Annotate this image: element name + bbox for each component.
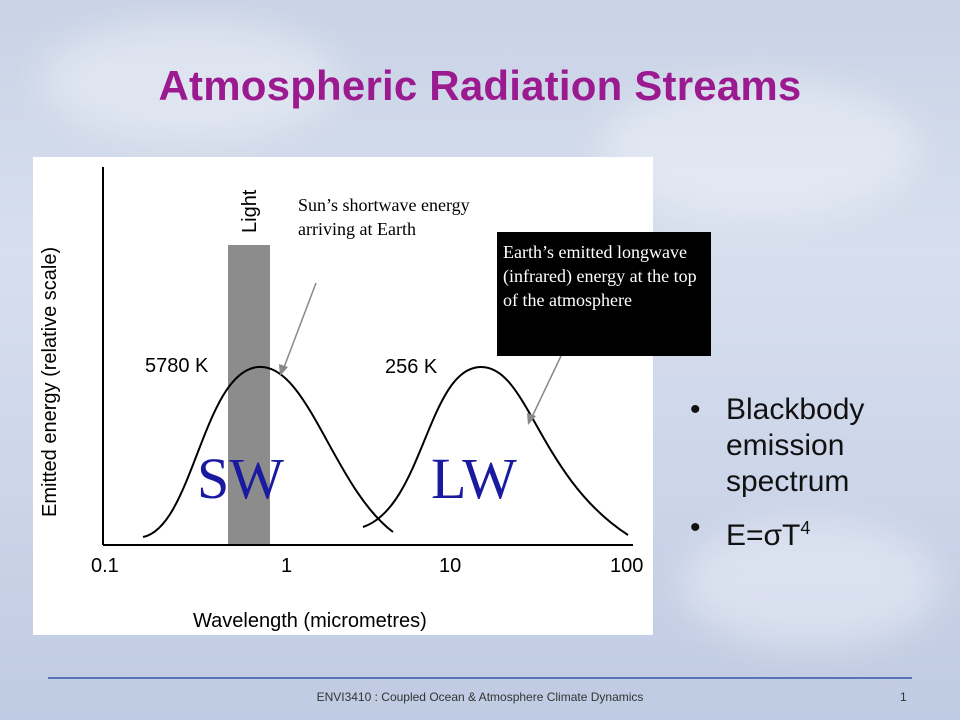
y-axis-label: Emitted energy (relative scale)	[39, 247, 61, 517]
equation-sigma: σ	[763, 519, 783, 552]
bullet-item: • E=σT4	[690, 510, 930, 554]
spectrum-diagram: Light Emitted energy (relative scale) 57…	[39, 167, 643, 632]
x-tick-label: 0.1	[91, 555, 119, 577]
bullet-dot-icon: •	[690, 511, 701, 544]
equation-t: T	[782, 519, 801, 552]
sun-temp-label: 5780 K	[145, 355, 209, 377]
x-tick-label: 1	[281, 555, 292, 577]
equation-exponent: 4	[800, 518, 811, 538]
bullet-item: • Blackbody emission spectrum	[690, 392, 930, 500]
earth-temp-label: 256 K	[385, 356, 438, 378]
light-band	[228, 245, 270, 545]
lw-label: LW	[431, 446, 517, 511]
bullet-dot-icon: •	[690, 393, 701, 426]
x-axis-label: Wavelength (micrometres)	[193, 610, 427, 632]
earth-emission-curve	[362, 365, 629, 536]
sun-annotation-arrow	[279, 282, 317, 376]
earth-annotation-arrow	[527, 355, 562, 425]
earth-longwave-annotation: Earth’s emitted longwave (infrared) ener…	[497, 232, 711, 356]
bullet-text: Blackbody emission spectrum	[726, 393, 865, 498]
light-band-label: Light	[239, 189, 261, 233]
footer-course-text: ENVI3410 : Coupled Ocean & Atmosphere Cl…	[316, 690, 644, 704]
x-tick-label: 10	[439, 555, 461, 577]
equation-prefix: E=	[726, 519, 764, 552]
sun-emission-curve	[142, 365, 394, 538]
sun-shortwave-annotation: Sun’s shortwave energy arriving at Earth	[298, 195, 470, 239]
page-number: 1	[900, 690, 907, 704]
x-tick-label: 100	[610, 555, 643, 577]
sw-label: SW	[197, 446, 284, 511]
footer-divider	[48, 677, 912, 679]
bullet-list: • Blackbody emission spectrum • E=σT4	[690, 392, 930, 564]
slide-title: Atmospheric Radiation Streams	[158, 62, 802, 109]
